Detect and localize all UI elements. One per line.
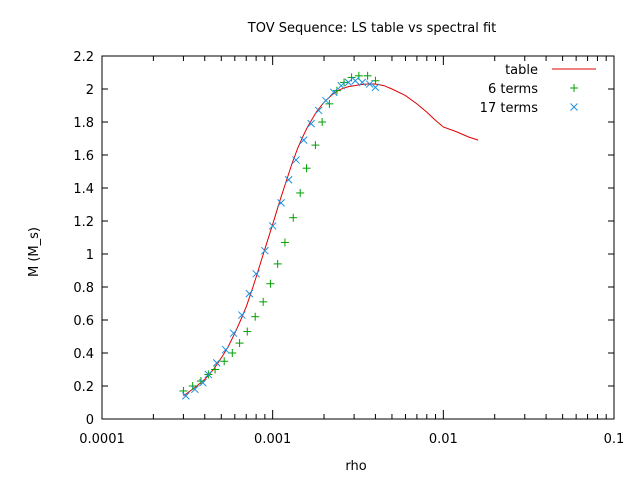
data-point-6-terms (243, 327, 252, 336)
legend-swatch-cross (570, 103, 578, 111)
y-tick-label: 2.2 (73, 50, 94, 65)
y-tick-label: 0.6 (73, 314, 94, 329)
data-point-17-terms (365, 80, 374, 88)
data-point-6-terms (296, 188, 305, 197)
y-tick-label: 1.4 (73, 182, 94, 197)
data-point-17-terms (245, 289, 254, 298)
data-point-17-terms (199, 378, 207, 387)
data-point-17-terms (221, 345, 230, 354)
data-point-17-terms (322, 96, 330, 105)
data-point-17-terms (261, 246, 269, 255)
legend-label: 17 terms (480, 101, 539, 116)
data-point-17-terms (344, 78, 353, 87)
x-tick-label: 0.01 (429, 432, 458, 447)
x-axis-label: rho (345, 459, 366, 474)
data-point-17-terms (337, 81, 346, 90)
data-point-6-terms (273, 259, 282, 268)
data-point-6-terms (259, 297, 268, 306)
data-point-17-terms (277, 198, 285, 207)
data-point-17-terms (371, 83, 380, 92)
data-point-6-terms (235, 339, 244, 348)
legend-label: 6 terms (488, 82, 538, 97)
y-tick-label: 1.6 (73, 149, 94, 164)
y-tick-label: 0.8 (73, 281, 94, 296)
data-point-17-terms (299, 136, 308, 145)
data-point-17-terms (329, 88, 338, 97)
axis-tick-labels: 0 0.2 0.4 0.6 0.8 1 1.2 1.4 1.6 1.8 2 2.2 0.0001 0.00… (73, 50, 624, 447)
x-tick-label: 0.001 (254, 432, 291, 447)
axis-ticks (101, 55, 615, 420)
data-point-17-terms (191, 385, 199, 394)
data-point-6-terms (363, 71, 372, 80)
data-point-17-terms (351, 76, 360, 85)
y-axis-label: M (M_s) (27, 227, 42, 277)
data-point-17-terms (292, 156, 300, 164)
y-tick-label: 1.2 (73, 215, 94, 230)
legend-label: table (505, 63, 538, 78)
data-point-6-terms (220, 357, 229, 366)
data-point-6-terms (188, 382, 197, 390)
data-point-17-terms (358, 78, 367, 87)
data-point-6-terms (211, 365, 220, 374)
data-point-17-terms (252, 269, 260, 278)
y-tick-label: 2 (86, 83, 94, 98)
y-tick-label: 0.4 (73, 347, 94, 362)
y-tick-label: 1 (86, 248, 94, 263)
y-tick-label: 0.2 (73, 380, 94, 395)
chart-title: TOV Sequence: LS table vs spectral fit (247, 21, 497, 36)
data-point-6-terms (311, 141, 320, 150)
legend: table 6 terms 17 terms (480, 63, 596, 116)
data-point-6-terms (302, 164, 311, 173)
data-point-17-terms (268, 222, 277, 230)
data-point-6-terms (332, 86, 341, 95)
x-tick-label: 0.0001 (79, 432, 125, 447)
data-point-6-terms (347, 73, 356, 82)
data-point-17-terms (238, 311, 246, 319)
y-tick-label: 1.8 (73, 116, 94, 131)
data-point-17-terms (204, 370, 213, 379)
data-point-6-terms (354, 71, 363, 80)
data-point-6-terms (228, 349, 237, 357)
data-point-17-terms (314, 106, 323, 115)
data-point-17-terms (229, 329, 238, 338)
data-point-17-terms (307, 119, 315, 128)
data-point-17-terms (212, 359, 221, 367)
series-line-table (183, 83, 479, 397)
data-point-6-terms (280, 238, 289, 247)
data-point-17-terms (284, 175, 293, 184)
data-series (179, 71, 479, 400)
data-point-6-terms (289, 213, 298, 222)
data-point-6-terms (266, 279, 275, 288)
data-point-6-terms (318, 118, 327, 126)
plot-area-frame (101, 55, 615, 420)
x-tick-label: 0.1 (604, 432, 625, 447)
data-point-6-terms (251, 312, 260, 321)
y-tick-label: 0 (86, 413, 94, 428)
legend-swatch-plus (570, 84, 578, 92)
data-point-17-terms (182, 392, 190, 400)
